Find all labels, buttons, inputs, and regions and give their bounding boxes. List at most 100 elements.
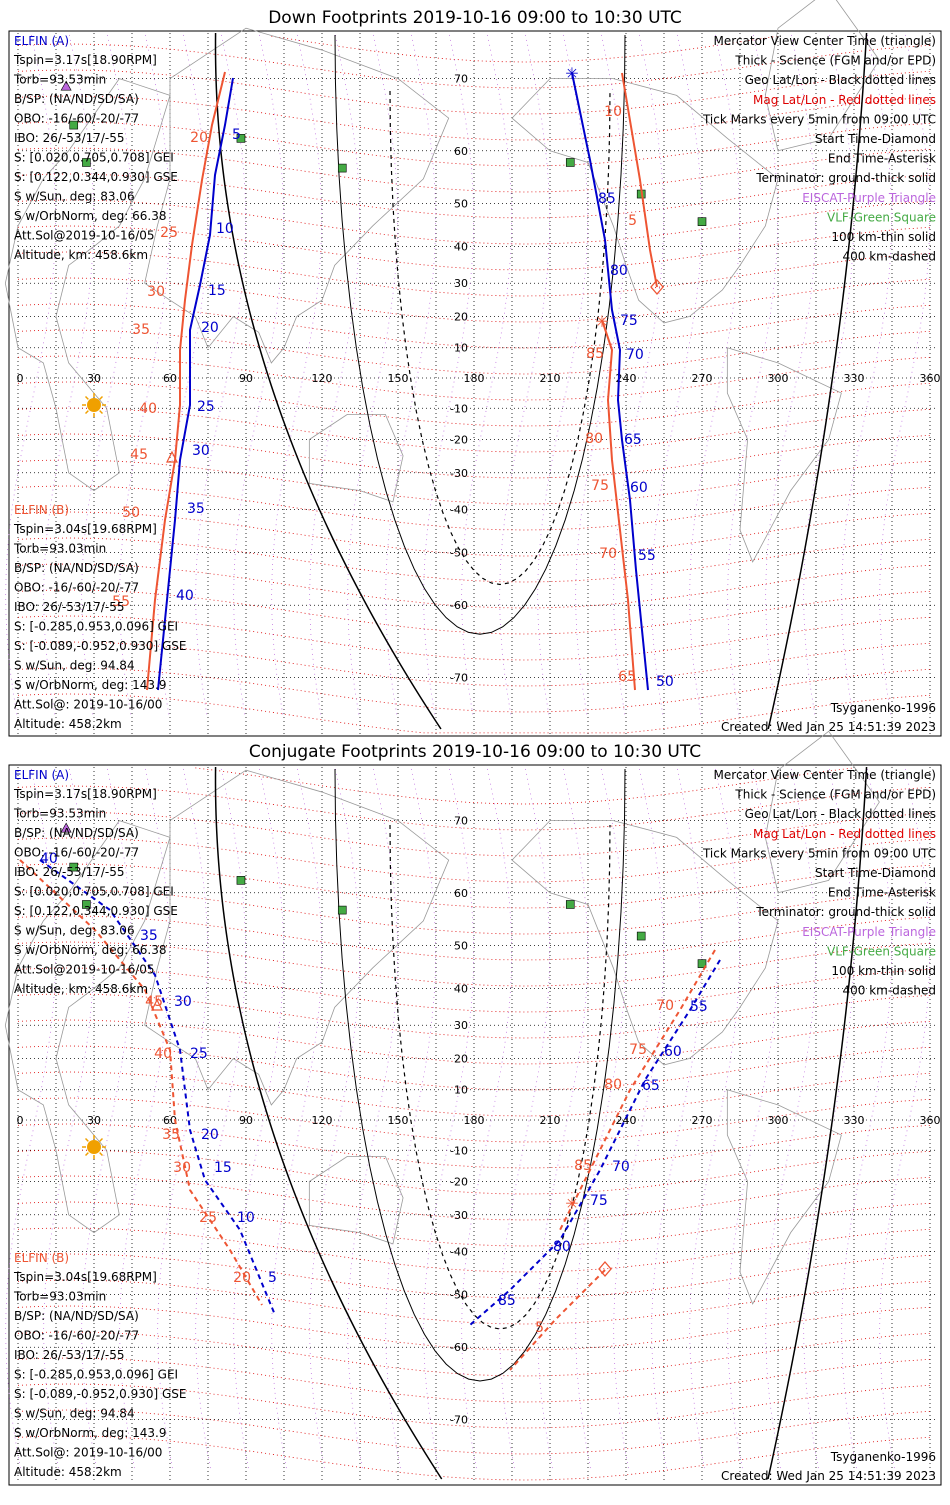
elfin-a-info-line: S w/OrbNorm, deg: 66.38 (14, 209, 166, 223)
lon-tick-label: 0 (17, 372, 24, 385)
legend-item: Start Time-Diamond (815, 132, 936, 146)
legend-item: EISCAT-Purple Triangle (802, 925, 936, 939)
lon-tick-label: 210 (540, 372, 561, 385)
coastlines (4, 0, 880, 563)
elfin-a-track (39, 859, 276, 1316)
info-block-a: ELFIN (A) Tspin=3.17s[18.90RPM] Torb=93.53… (13, 768, 178, 996)
lon-tick-label: 150 (388, 1114, 409, 1127)
terminator-group (214, 32, 868, 730)
terminator-100km (334, 34, 626, 635)
elfin-b-info-line: S: [-0.089,-0.952,0.930] GSE (14, 1387, 187, 1401)
mag-meridian (651, 34, 702, 716)
elfin-a-header: ELFIN (A) (14, 34, 69, 48)
legend-item: 100 km-thin solid (831, 964, 936, 978)
mag-parallel (17, 1305, 931, 1351)
elfin-a-info-line: Tspin=3.17s[18.90RPM] (13, 53, 157, 67)
coastline (511, 820, 779, 1066)
elfin-a-tick-label: 35 (140, 928, 158, 944)
lat-tick-label: -70 (450, 1413, 468, 1426)
elfin-b-tick-label: 25 (199, 1210, 217, 1226)
elfin-b-tick-label: 20 (233, 1270, 251, 1286)
mag-parallel (17, 407, 931, 453)
coastline (4, 820, 171, 1234)
elfin-a-south-label: 70 (612, 1159, 630, 1175)
mag-parallel (17, 511, 931, 557)
panel-title-conjugate: Conjugate Footprints 2019-10-16 09:00 to… (249, 742, 701, 762)
lat-tick-label: -10 (450, 1144, 468, 1157)
lat-tick-label: -70 (450, 671, 468, 684)
model-label: Tsyganenko-1996 (830, 701, 936, 715)
elfin-b-info-line: OBO: -16/-60/-20/-77 (14, 581, 139, 595)
mag-meridian (271, 34, 322, 716)
lon-tick-label: 30 (87, 1114, 101, 1127)
elfin-b-info-line: Torb=93.03min (13, 542, 106, 556)
legend: Mercator View Center Time (triangle) Thic… (702, 768, 936, 998)
sun-ray (99, 410, 104, 415)
lon-tick-label: 30 (87, 372, 101, 385)
lat-tick-label: 50 (454, 940, 468, 953)
mag-parallel (17, 225, 931, 271)
lon-tick-label: 360 (920, 372, 941, 385)
mag-parallel (17, 459, 931, 505)
elfin-a-info-line: S: [0.020,0.705,0.708] GEI (14, 885, 174, 899)
elfin-b-tick-label: 50 (122, 505, 140, 521)
mag-parallel (17, 1331, 931, 1377)
lat-tick-label: -60 (450, 1341, 468, 1354)
mag-meridian (195, 34, 246, 716)
elfin-a-north-label: 65 (624, 432, 642, 448)
mag-parallel (17, 785, 931, 831)
sun-icon (87, 398, 101, 412)
vlf-station-marker (82, 158, 91, 167)
lat-tick-label: 40 (454, 240, 468, 253)
end-asterisk-b: ✳ (595, 312, 608, 331)
vlf-station-marker (337, 163, 347, 173)
axes: 0 30 60 90 120 150 180 210 240 270 300 330 360 70 60 50… (17, 815, 941, 1427)
elfin-a-tick-label: 35 (187, 501, 205, 517)
elfin-a-tick-label: 20 (201, 1127, 219, 1143)
elfin-b-tick-label: 30 (173, 1160, 191, 1176)
lat-tick-label: -20 (450, 433, 468, 446)
elfin-a-tick-label: 10 (216, 221, 234, 237)
lon-tick-label: 330 (844, 372, 865, 385)
mag-parallel (17, 381, 931, 427)
elfin-b-north-label: 80 (585, 431, 603, 447)
lon-tick-label: 90 (239, 1114, 253, 1127)
mag-parallel (17, 355, 931, 401)
terminator-group (214, 766, 868, 1480)
lon-tick-label: 120 (312, 1114, 333, 1127)
elfin-a-info-line: Torb=93.53min (13, 807, 106, 821)
lat-tick-label: -40 (450, 1246, 468, 1259)
mag-parallel (195, 767, 855, 805)
center-time-triangle (166, 450, 178, 463)
legend-item: 100 km-thin solid (831, 230, 936, 244)
elfin-a-tick-label: 20 (201, 320, 219, 336)
legend-item: Terminator: ground-thick solid (755, 905, 936, 919)
elfin-b-north-track (621, 72, 658, 288)
created-label: Created: Wed Jan 25 14:51:39 2023 (721, 1469, 936, 1483)
mag-parallel (17, 1435, 931, 1481)
mag-meridian (689, 34, 740, 716)
lon-tick-label: 210 (540, 1114, 561, 1127)
sun-ray (84, 395, 89, 400)
coastline (308, 414, 404, 503)
mag-parallel (17, 941, 931, 987)
legend-item: Mag Lat/Lon - Red dotted lines (753, 827, 936, 841)
elfin-b-north-label: 5 (628, 213, 637, 229)
mag-meridian (81, 34, 132, 716)
mag-parallel (17, 589, 931, 635)
elfin-b-info-line: Tspin=3.04s[19.68RPM] (13, 522, 157, 536)
elfin-a-tick-label: 30 (192, 443, 210, 459)
elfin-a-header: ELFIN (A) (14, 768, 69, 782)
elfin-a-south-label: 75 (590, 1193, 608, 1209)
elfin-a-north-track (571, 72, 649, 691)
coastlines (4, 730, 880, 1305)
mag-meridian (347, 34, 398, 716)
mag-parallel (17, 1279, 931, 1325)
elfin-a-tick-label: 25 (197, 399, 215, 415)
lon-tick-label: 60 (163, 1114, 177, 1127)
tracks: ✳ 40 35 30 25 20 15 10 5 45 40 35 30 25 20 55 60 65 70 75 80… (19, 851, 721, 1371)
elfin-b-info-line: Altitude: 458.2km (14, 717, 122, 731)
lat-tick-label: -50 (450, 1288, 468, 1301)
mag-meridian (157, 34, 208, 716)
lat-tick-label: 70 (454, 815, 468, 828)
